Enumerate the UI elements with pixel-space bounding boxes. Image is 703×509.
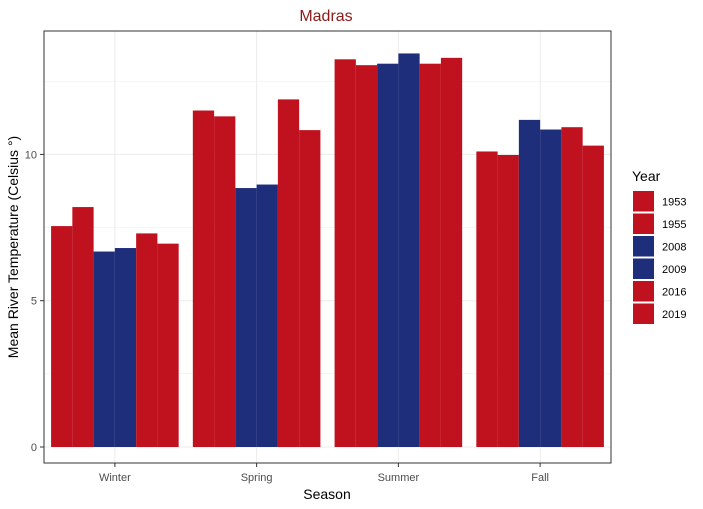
bar <box>72 207 94 447</box>
legend-label: 2016 <box>662 286 686 298</box>
bar <box>277 99 300 447</box>
bar <box>214 116 236 447</box>
bar <box>377 63 399 447</box>
y-axis: 0 5 10 <box>25 149 44 454</box>
legend-label: 2019 <box>662 309 686 321</box>
y-tick-label: 10 <box>25 149 37 161</box>
legend-label: 2009 <box>662 264 686 276</box>
bar <box>419 63 441 447</box>
legend-key <box>633 258 654 279</box>
legend-label: 1955 <box>662 219 686 231</box>
legend-key <box>633 236 654 257</box>
x-tick-label: Winter <box>99 472 131 484</box>
bar <box>582 145 604 447</box>
bar <box>256 184 278 448</box>
y-axis-title: Mean River Temperature (Celsius °) <box>5 136 21 358</box>
bar <box>157 243 179 447</box>
bar <box>299 130 321 447</box>
x-tick-label: Spring <box>241 472 273 484</box>
bar <box>518 119 541 447</box>
bar <box>540 129 562 448</box>
legend-key <box>633 191 654 212</box>
bar <box>334 59 356 448</box>
legend-key <box>633 213 654 234</box>
plot-border <box>43 30 612 464</box>
bar <box>136 233 158 447</box>
x-tick-label: Fall <box>531 472 549 484</box>
y-tick-label: 5 <box>31 296 37 308</box>
bar <box>561 127 583 447</box>
bar <box>93 251 115 447</box>
x-axis: Winter Spring Summer Fall <box>99 463 549 484</box>
legend-title: Year <box>632 168 661 184</box>
x-axis-title: Season <box>303 486 350 502</box>
legend-key <box>633 281 654 302</box>
x-tick-label: Summer <box>378 472 420 484</box>
bar <box>497 154 519 447</box>
bar <box>114 248 137 447</box>
y-tick-label: 0 <box>31 442 37 454</box>
legend-label: 1953 <box>662 196 686 208</box>
bar <box>398 53 420 447</box>
bar <box>476 151 498 447</box>
bar <box>192 110 215 447</box>
chart-title: Madras <box>299 8 352 25</box>
plot-area <box>43 30 612 464</box>
bar <box>355 65 378 448</box>
bar <box>235 188 257 447</box>
legend: Year 1953 1955 2008 2009 2016 2019 <box>632 168 686 324</box>
legend-key <box>633 303 654 324</box>
bar <box>51 226 73 447</box>
bar <box>440 57 463 447</box>
legend-label: 2008 <box>662 241 686 253</box>
